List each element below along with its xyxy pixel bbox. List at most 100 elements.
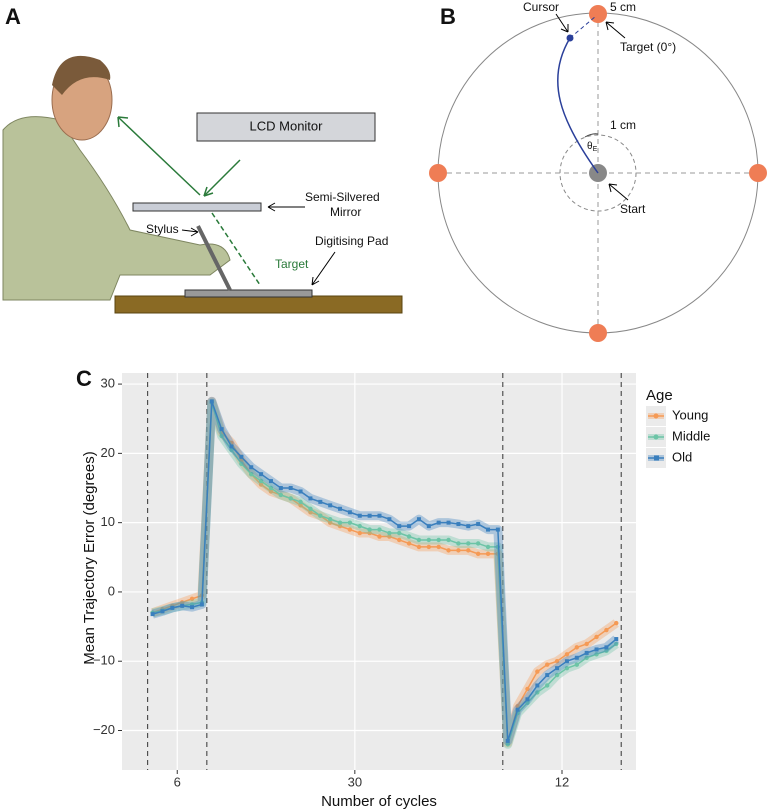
point — [604, 645, 609, 650]
stylus — [196, 225, 232, 291]
mirror-label: Mirror — [330, 205, 361, 219]
point — [515, 707, 520, 712]
radius-label: 5 cm — [610, 0, 636, 14]
digitising-pad — [184, 289, 313, 298]
point — [190, 605, 195, 610]
legend-marker — [654, 455, 659, 461]
point — [495, 527, 500, 532]
point — [377, 513, 382, 518]
point — [574, 645, 580, 650]
point — [535, 669, 540, 674]
point — [574, 662, 580, 667]
cursor-label: Cursor — [523, 0, 559, 14]
point — [239, 461, 244, 466]
target — [589, 5, 607, 23]
point — [485, 544, 491, 550]
point — [407, 524, 412, 529]
point — [239, 454, 244, 459]
point — [426, 524, 431, 529]
point — [545, 683, 550, 688]
panel-label: C — [76, 366, 92, 391]
point — [367, 527, 372, 532]
cursor-path — [557, 37, 599, 174]
point — [179, 600, 185, 605]
plot-background — [122, 373, 636, 770]
inner-radius-label: 1 cm — [610, 118, 636, 132]
point — [436, 537, 441, 543]
angle-symbol: θ — [587, 141, 593, 152]
x-tick-label: 30 — [348, 774, 362, 789]
point — [160, 609, 165, 614]
person-hair — [52, 55, 111, 95]
person-body — [2, 116, 231, 301]
point — [367, 513, 372, 518]
point — [535, 683, 540, 688]
point — [476, 522, 481, 527]
arrow-head — [117, 116, 129, 128]
point — [574, 655, 579, 660]
stylus-label: Stylus — [146, 222, 179, 236]
target — [749, 164, 767, 182]
point — [525, 686, 530, 692]
point — [525, 697, 530, 702]
point — [258, 482, 264, 487]
point — [535, 690, 540, 695]
y-tick-label: −20 — [93, 722, 115, 737]
point — [505, 742, 510, 747]
arrow — [555, 13, 569, 33]
point — [318, 513, 323, 518]
point — [278, 486, 283, 491]
point — [318, 499, 323, 504]
point — [338, 506, 343, 511]
panel-label: A — [5, 4, 21, 29]
point — [416, 517, 421, 522]
point — [357, 513, 362, 518]
point — [357, 530, 362, 536]
point — [475, 541, 481, 546]
target-label: Target (0°) — [620, 40, 676, 54]
angle-arc — [584, 133, 599, 138]
arrow — [181, 227, 199, 237]
point — [209, 399, 214, 404]
panel-label: B — [440, 4, 456, 29]
point — [180, 603, 185, 608]
x-tick-label: 12 — [555, 774, 569, 789]
point — [554, 672, 560, 678]
x-axis-label: Number of cycles — [321, 793, 437, 810]
point — [357, 523, 362, 529]
cursor-extension — [569, 15, 597, 39]
point — [288, 486, 293, 491]
legend-label: Young — [672, 407, 708, 422]
point — [229, 447, 234, 453]
point — [397, 537, 402, 543]
table — [114, 295, 403, 314]
point — [387, 534, 392, 539]
point — [327, 520, 333, 525]
pad-label: Digitising Pad — [315, 234, 388, 248]
point — [515, 704, 520, 709]
point — [347, 510, 352, 515]
point — [397, 524, 402, 529]
point — [436, 520, 441, 525]
point — [436, 544, 441, 550]
point — [268, 489, 274, 494]
legend-title: Age — [646, 387, 673, 404]
point — [308, 510, 313, 515]
y-tick-label: 0 — [108, 583, 115, 598]
point — [594, 647, 599, 652]
y-tick-label: 30 — [101, 376, 115, 391]
point — [446, 548, 451, 553]
point — [219, 433, 224, 439]
point — [367, 530, 372, 536]
point — [288, 496, 293, 501]
point — [446, 537, 451, 543]
point — [486, 527, 491, 532]
point — [308, 506, 313, 511]
virtual-ray — [211, 212, 261, 286]
arrow-head — [203, 186, 214, 197]
point — [456, 548, 461, 553]
arrow — [311, 251, 336, 286]
point — [456, 541, 461, 546]
